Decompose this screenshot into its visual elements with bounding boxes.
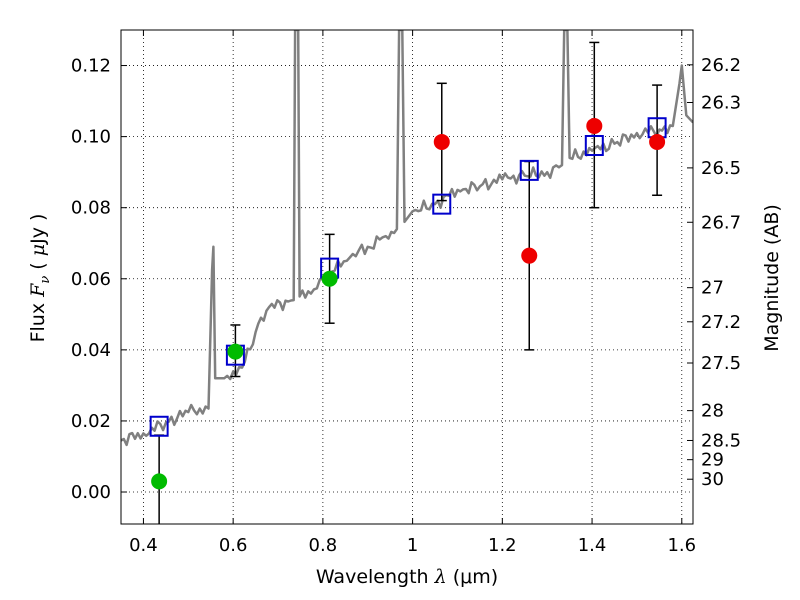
x-tick-label: 1.6 — [667, 535, 696, 556]
ticks: 0.4 0.6 0.8 1 1.2 1.4 1.6 0.00 0.02 0.04 0.06 0.08 0… — [71, 30, 741, 556]
observed-point — [433, 133, 450, 150]
model-square-point — [584, 135, 604, 157]
observed-point — [649, 133, 666, 150]
magnitude-tick-label: 26.5 — [701, 158, 741, 179]
marker-layer — [149, 117, 667, 490]
observed-point — [521, 247, 538, 264]
model-square-point — [519, 159, 539, 181]
x-axis-label: Wavelength λ (μm) — [316, 566, 498, 588]
magnitude-tick-label: 27.2 — [701, 312, 741, 333]
magnitude-tick-label: 26.2 — [701, 55, 741, 76]
magnitude-tick-label: 26.3 — [701, 93, 741, 114]
y-tick-label: 0.08 — [71, 198, 111, 219]
series-layer — [121, 30, 693, 447]
y-axis-label: Flux Fν ( μJy ) — [27, 214, 53, 343]
magnitude-tick-label: 27 — [701, 278, 724, 299]
magnitude-tick-label: 28 — [701, 401, 724, 422]
spectrum-line — [121, 30, 693, 447]
plot-frame — [120, 29, 694, 525]
magnitude-tick-label: 29 — [701, 450, 724, 471]
magnitude-tick-label: 27.5 — [701, 353, 741, 374]
y-tick-label: 0.10 — [71, 127, 111, 148]
x-tick-label: 0.8 — [309, 535, 338, 556]
x-tick-label: 1.4 — [578, 535, 607, 556]
model-square-point — [432, 193, 452, 215]
plot-background — [121, 30, 693, 524]
y-tick-label: 0.00 — [71, 482, 111, 503]
observed-point — [227, 343, 244, 360]
y-tick-label: 0.04 — [71, 340, 111, 361]
x-tick-label: 0.4 — [129, 535, 158, 556]
magnitude-tick-label: 28.5 — [701, 430, 741, 451]
observed-point — [586, 117, 603, 134]
observed-point — [321, 270, 338, 287]
model-square-point — [149, 415, 169, 437]
x-tick-label: 0.6 — [219, 535, 248, 556]
magnitude-tick-label: 30 — [701, 469, 724, 490]
x-tick-label: 1 — [407, 535, 418, 556]
magnitude-tick-label: 26.7 — [701, 212, 741, 233]
y-tick-label: 0.12 — [71, 56, 111, 77]
observed-point — [151, 473, 168, 490]
y-tick-label: 0.06 — [71, 269, 111, 290]
magnitude-axis-label: Magnitude (AB) — [761, 204, 783, 352]
x-tick-label: 1.2 — [488, 535, 517, 556]
y-tick-label: 0.02 — [71, 411, 111, 432]
